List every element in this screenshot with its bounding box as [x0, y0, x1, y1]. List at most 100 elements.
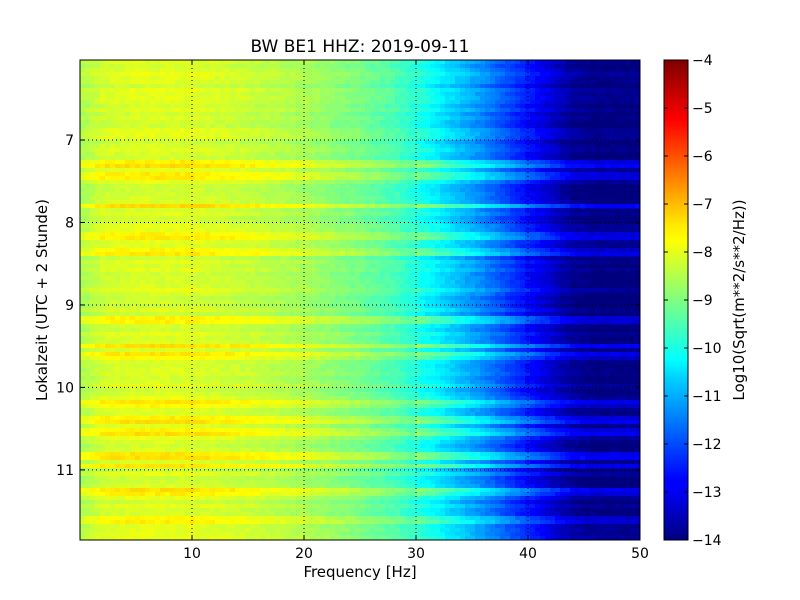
heatmap-cell — [415, 216, 421, 221]
heatmap-cell — [540, 176, 546, 181]
heatmap-cell — [225, 116, 231, 121]
heatmap-cell — [155, 208, 161, 213]
heatmap-cell — [85, 64, 91, 69]
heatmap-cell — [370, 212, 376, 217]
heatmap-cell — [190, 76, 196, 81]
heatmap-cell — [555, 232, 561, 237]
heatmap-cell — [460, 228, 466, 233]
heatmap-cell — [285, 112, 291, 117]
heatmap-cell — [105, 140, 111, 145]
heatmap-cell — [280, 148, 286, 153]
heatmap-cell — [505, 60, 511, 65]
heatmap-cell — [210, 148, 216, 153]
heatmap-cell — [515, 96, 521, 101]
heatmap-cell — [435, 220, 441, 225]
heatmap-cell — [135, 128, 141, 133]
heatmap-cell — [275, 112, 281, 117]
heatmap-cell — [515, 100, 521, 105]
heatmap-cell — [400, 128, 406, 133]
heatmap-cell — [275, 172, 281, 177]
heatmap-cell — [220, 104, 226, 109]
heatmap-cell — [110, 148, 116, 153]
heatmap-cell — [85, 192, 91, 197]
heatmap-cell — [185, 116, 191, 121]
heatmap-cell — [360, 156, 366, 161]
heatmap-cell — [625, 100, 631, 105]
heatmap-cell — [370, 88, 376, 93]
heatmap-cell — [515, 144, 521, 149]
heatmap-cell — [530, 140, 536, 145]
heatmap-cell — [365, 140, 371, 145]
heatmap-cell — [550, 132, 556, 137]
heatmap-cell — [635, 72, 640, 77]
heatmap-cell — [595, 164, 601, 169]
heatmap-cell — [155, 200, 161, 205]
heatmap-cell — [250, 140, 256, 145]
heatmap-cell — [420, 60, 426, 65]
heatmap-cell — [290, 144, 296, 149]
heatmap-cell — [540, 132, 546, 137]
heatmap-cell — [420, 116, 426, 121]
heatmap-cell — [525, 212, 531, 217]
heatmap-cell — [145, 148, 151, 153]
heatmap-cell — [225, 80, 231, 85]
heatmap-cell — [320, 236, 326, 241]
heatmap-cell — [560, 144, 566, 149]
heatmap-cell — [180, 164, 186, 169]
heatmap-cell — [175, 136, 181, 141]
heatmap-cell — [290, 204, 296, 209]
heatmap-cell — [275, 128, 281, 133]
heatmap-cell — [600, 212, 606, 217]
heatmap-cell — [405, 96, 411, 101]
heatmap-cell — [345, 112, 351, 117]
heatmap-cell — [140, 208, 146, 213]
heatmap-cell — [575, 240, 581, 245]
heatmap-cell — [110, 80, 116, 85]
heatmap-cell — [100, 192, 106, 197]
heatmap-cell — [125, 148, 131, 153]
heatmap-cell — [280, 220, 286, 225]
heatmap-cell — [625, 92, 631, 97]
heatmap-cell — [360, 204, 366, 209]
heatmap-cell — [430, 236, 436, 241]
heatmap-cell — [465, 136, 471, 141]
heatmap-cell — [110, 156, 116, 161]
heatmap-cell — [625, 228, 631, 233]
heatmap-cell — [390, 240, 396, 245]
heatmap-cell — [575, 168, 581, 173]
heatmap-cell — [335, 164, 341, 169]
heatmap-cell — [405, 176, 411, 181]
heatmap-cell — [95, 152, 101, 157]
heatmap-cell — [95, 156, 101, 161]
heatmap-cell — [560, 220, 566, 225]
heatmap-cell — [410, 228, 416, 233]
heatmap-cell — [100, 144, 106, 149]
heatmap-cell — [290, 124, 296, 129]
heatmap-cell — [610, 160, 616, 165]
heatmap-cell — [480, 96, 486, 101]
heatmap-cell — [315, 152, 321, 157]
heatmap-cell — [335, 108, 341, 113]
heatmap-cell — [390, 100, 396, 105]
heatmap-cell — [275, 132, 281, 137]
heatmap-cell — [370, 80, 376, 85]
heatmap-cell — [385, 96, 391, 101]
heatmap-cell — [345, 92, 351, 97]
heatmap-cell — [485, 232, 491, 237]
heatmap-cell — [555, 216, 561, 221]
heatmap-cell — [220, 220, 226, 225]
heatmap-cell — [415, 172, 421, 177]
heatmap-cell — [475, 64, 481, 69]
heatmap-cell — [300, 184, 306, 189]
heatmap-cell — [145, 192, 151, 197]
heatmap-cell — [135, 196, 141, 201]
heatmap-cell — [205, 124, 211, 129]
heatmap-cell — [330, 152, 336, 157]
heatmap-cell — [95, 196, 101, 201]
heatmap-cell — [100, 152, 106, 157]
heatmap-cell — [235, 160, 241, 165]
heatmap-cell — [530, 192, 536, 197]
heatmap-cell — [420, 208, 426, 213]
heatmap-cell — [435, 192, 441, 197]
heatmap-cell — [520, 180, 526, 185]
